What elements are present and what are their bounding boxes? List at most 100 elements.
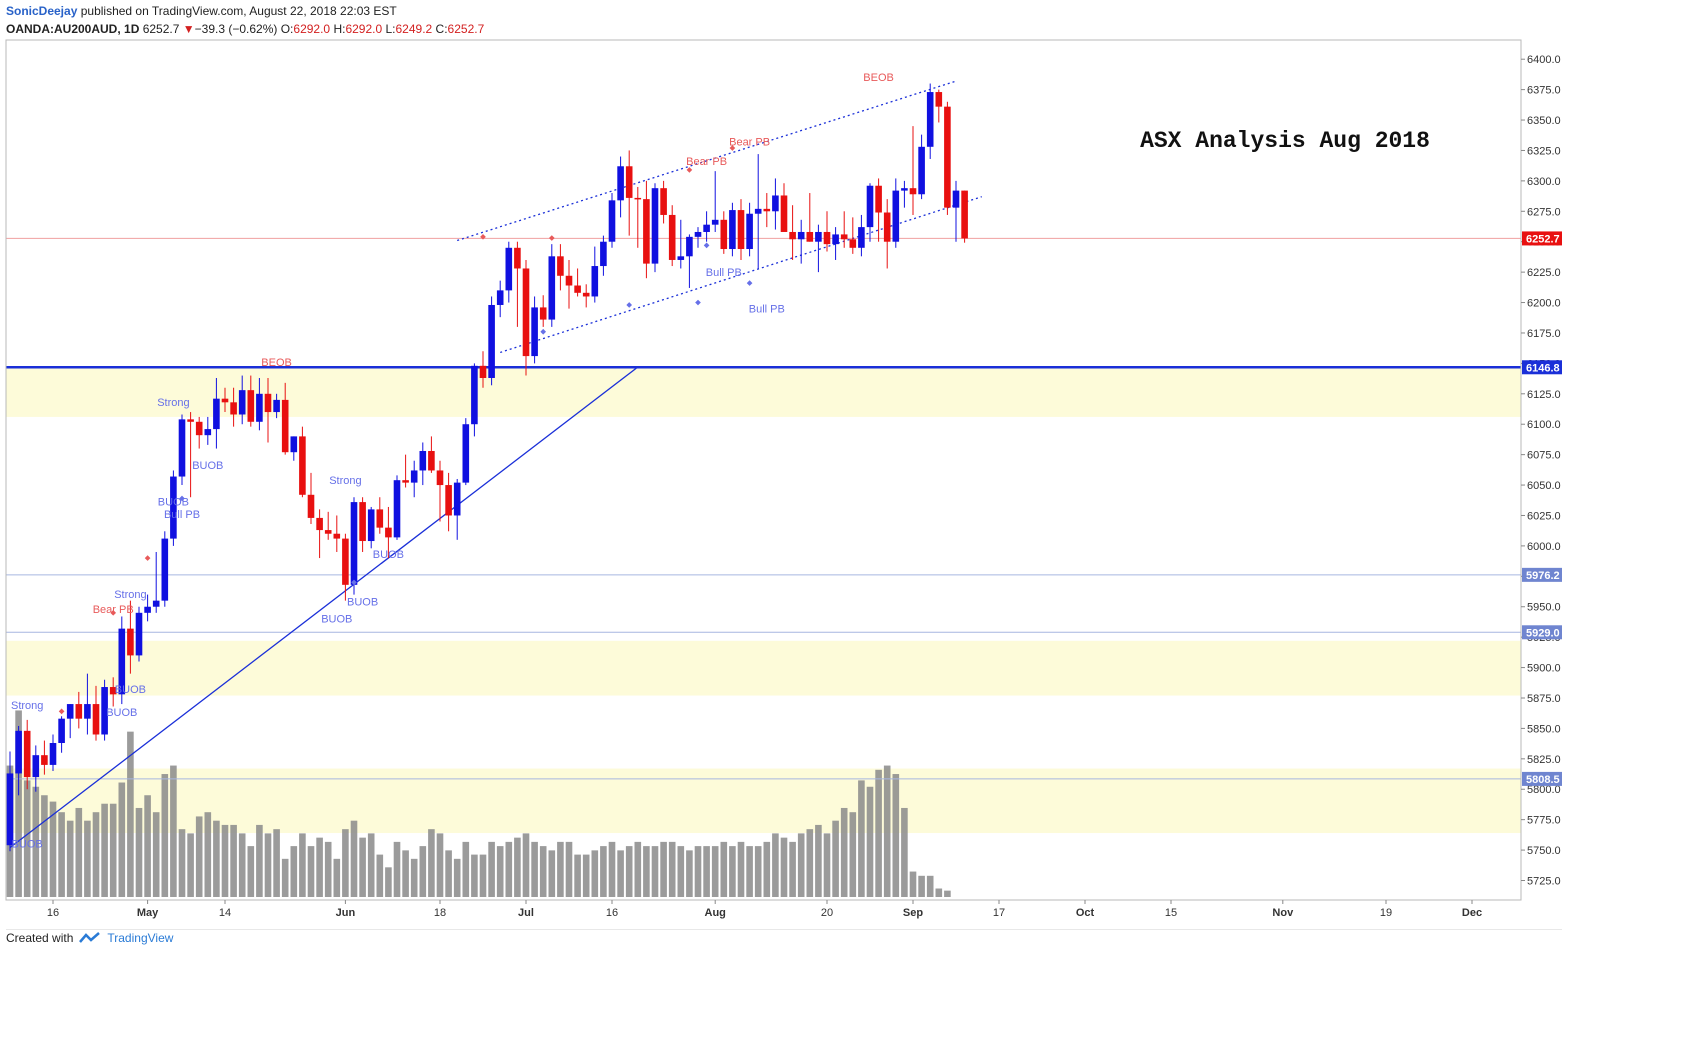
- low-value: 6249.2: [395, 22, 433, 36]
- x-tick-label: Dec: [1462, 907, 1482, 919]
- candle-body: [152, 600, 160, 607]
- volume-bar: [789, 841, 796, 897]
- time-axis[interactable]: 16 May 14 Jun 18 Jul 16 Aug 20 Sep 17 Oct 15 Nov 19 Dec: [47, 900, 1482, 919]
- y-tick-label: 5825.0: [1527, 754, 1561, 766]
- candle-body: [402, 480, 409, 483]
- candle-body: [505, 247, 513, 291]
- plot-border: [5, 39, 1522, 901]
- candle-body: [247, 390, 255, 422]
- volume-bar: [213, 820, 220, 897]
- pattern-label: BEOB: [863, 72, 894, 84]
- close-label: C:: [435, 22, 448, 36]
- x-tick-label: Jun: [336, 907, 356, 919]
- candle-body: [453, 482, 461, 516]
- price-axis[interactable]: 5725.0 5750.0 5775.0 5800.0 5825.0 5850.0 5875…: [1521, 54, 1562, 888]
- candle-body: [892, 190, 900, 242]
- volume-bar: [32, 786, 40, 897]
- volume-bar: [754, 846, 762, 897]
- volume-bar: [479, 854, 487, 897]
- candle-body: [496, 290, 504, 305]
- candle-body: [522, 268, 530, 357]
- y-tick-label: 6200.0: [1527, 298, 1561, 310]
- volume-bar: [591, 850, 599, 897]
- candle-body: [350, 502, 358, 585]
- volume-bar: [256, 824, 263, 897]
- volume-bar: [668, 841, 676, 897]
- candle-body: [15, 730, 22, 774]
- candle-body: [49, 743, 57, 765]
- footer: Created with TradingView: [6, 931, 173, 945]
- x-tick-label: Aug: [705, 907, 726, 919]
- volume-bar: [875, 769, 882, 897]
- pattern-label: Bear PB: [686, 156, 727, 168]
- candle-body: [92, 704, 100, 735]
- symbol-name[interactable]: OANDA:AU200AUD, 1D: [6, 22, 140, 36]
- volume-bar: [574, 854, 581, 897]
- candle-body: [582, 292, 590, 297]
- candle-body: [531, 307, 538, 357]
- volume-bar: [918, 875, 925, 897]
- volume-bar: [195, 816, 203, 897]
- volume-bar: [703, 846, 710, 897]
- y-tick-label: 5725.0: [1527, 876, 1561, 888]
- price-tag: [1522, 771, 1562, 786]
- volume-bar: [204, 812, 212, 897]
- candle-body: [471, 365, 478, 425]
- candle-body: [32, 755, 40, 778]
- pivot-marker: [703, 242, 710, 249]
- tradingview-logo-icon: [79, 932, 101, 943]
- tradingview-link[interactable]: TradingView: [107, 931, 174, 945]
- volume-bar: [109, 803, 117, 897]
- candle-body: [909, 188, 917, 195]
- candle-body: [557, 256, 564, 276]
- volume-bar: [428, 829, 435, 897]
- author-link[interactable]: SonicDeejay: [6, 4, 78, 18]
- volume-bar: [780, 837, 788, 897]
- volume-bar: [385, 867, 392, 897]
- volume-bar: [772, 833, 779, 897]
- y-tick-label: 6025.0: [1527, 510, 1561, 522]
- price-tag: [1522, 625, 1562, 640]
- trendline[interactable]: [457, 80, 957, 242]
- candle-body: [281, 399, 289, 453]
- volume-bar: [935, 888, 943, 897]
- candle-body: [926, 92, 934, 147]
- volume-bar: [238, 833, 246, 897]
- volume-bar: [634, 841, 642, 897]
- volume-bar: [582, 854, 590, 897]
- candle-body: [221, 398, 229, 403]
- volume-bar: [453, 858, 461, 897]
- pattern-label: Strong: [157, 397, 189, 409]
- x-tick-label: 17: [993, 907, 1005, 919]
- volume-bar: [445, 850, 452, 897]
- trendline[interactable]: [500, 196, 982, 354]
- volume-bar: [66, 820, 74, 897]
- candle-body: [376, 509, 384, 528]
- candle-body: [780, 195, 788, 232]
- volume-bar: [823, 833, 831, 897]
- x-tick-label: Oct: [1076, 907, 1095, 919]
- x-tick-label: 18: [434, 907, 446, 919]
- volume-bar: [832, 820, 839, 897]
- created-with-label: Created with: [6, 931, 74, 945]
- volume-bar: [539, 846, 547, 897]
- volume-bar: [815, 824, 822, 897]
- chart-title: ASX Analysis Aug 2018: [1140, 128, 1430, 154]
- candle-body: [58, 718, 65, 744]
- candle-body: [230, 402, 237, 415]
- pivot-marker: [729, 145, 736, 151]
- volume-bar: [376, 854, 384, 897]
- publish-info: published on TradingView.com, August 22,…: [80, 4, 397, 18]
- volume-bar: [625, 846, 633, 897]
- candle-body: [144, 606, 151, 613]
- volume-bar: [608, 841, 616, 897]
- volume-bar: [221, 824, 229, 897]
- candle-body: [686, 236, 693, 257]
- zone-band: [6, 640, 1521, 696]
- candle-body: [935, 92, 943, 107]
- candlesticks: [6, 83, 968, 852]
- candle-body: [135, 612, 143, 656]
- candle-body: [213, 398, 220, 430]
- trendline[interactable]: [9, 366, 639, 849]
